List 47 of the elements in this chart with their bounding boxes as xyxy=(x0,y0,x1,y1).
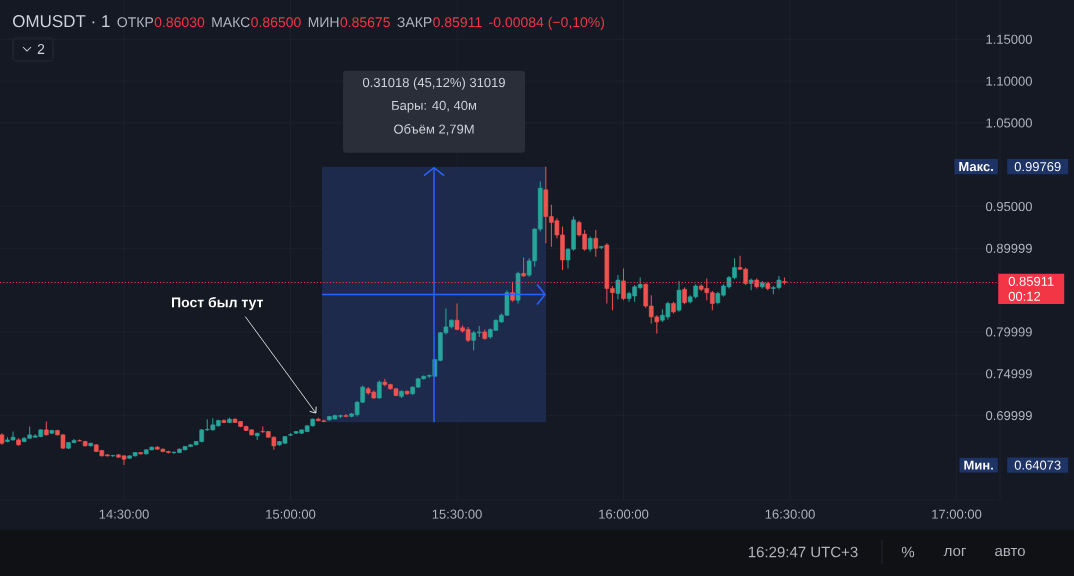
annotation: Мин. xyxy=(964,460,993,470)
y-tick-label: 1.10000 xyxy=(986,76,1032,86)
y-tick-label: 0.79999 xyxy=(985,327,1032,337)
y-tick-label: 0.89999 xyxy=(985,243,1032,253)
annotation: 2 xyxy=(37,44,45,54)
candlestick xyxy=(110,454,116,458)
annotation: 0.85911 xyxy=(433,17,482,28)
annotation: 0.85675 xyxy=(340,17,390,28)
candlestick xyxy=(521,257,526,278)
y-tick-label: 0.74999 xyxy=(985,369,1032,379)
annotation: 0.86030 xyxy=(154,17,205,28)
text: лог xyxy=(943,547,966,557)
annotation: МАКС xyxy=(212,17,250,28)
y-tick-label: 1.15000 xyxy=(986,34,1032,44)
candlestick xyxy=(615,274,621,300)
candlestick xyxy=(404,389,410,396)
candlestick xyxy=(377,379,382,400)
text: 0.99769 xyxy=(1014,162,1061,172)
x-tick-label: 15:00:00 xyxy=(266,509,316,519)
annotation: Бары: 40, 40м xyxy=(392,100,477,113)
annotation: -0.00084 (−0,10%) xyxy=(489,16,605,30)
text: 00:12 xyxy=(1008,291,1041,301)
x-tick-label: 14:30:00 xyxy=(99,509,149,519)
text: % xyxy=(901,546,915,558)
y-tick-label: 1.05000 xyxy=(986,118,1032,128)
annotation: 0.31018 (45,12%) 31019 xyxy=(362,77,505,90)
x-tick-label: 15:30:00 xyxy=(432,509,482,519)
x-tick-label: 16:30:00 xyxy=(765,509,815,519)
text: 0.64073 xyxy=(1014,460,1061,470)
candlestick xyxy=(621,267,626,301)
text: авто xyxy=(995,547,1025,557)
annotation: ЗАКР xyxy=(397,17,432,28)
annotation: ОТКР xyxy=(117,17,154,28)
candlestick xyxy=(593,229,599,258)
annotation: Пост был тут xyxy=(172,296,264,311)
y-tick-label: 0.69999 xyxy=(985,410,1032,421)
text: OMUSDT · 1 xyxy=(13,15,110,28)
annotation: МИН xyxy=(308,17,339,27)
annotation: Макс. xyxy=(959,162,993,172)
annotation: 0.86500 xyxy=(251,17,301,28)
annotation: Объём 2,79M xyxy=(394,124,474,136)
y-tick-label: 0.95000 xyxy=(985,201,1032,212)
x-tick-label: 17:00:00 xyxy=(932,509,982,519)
x-tick-label: 16:00:00 xyxy=(599,509,649,519)
text: 16:29:47 UTC+3 xyxy=(748,546,858,558)
candlestick xyxy=(676,280,682,313)
ref-line-label: 0.85911 xyxy=(1008,276,1054,286)
